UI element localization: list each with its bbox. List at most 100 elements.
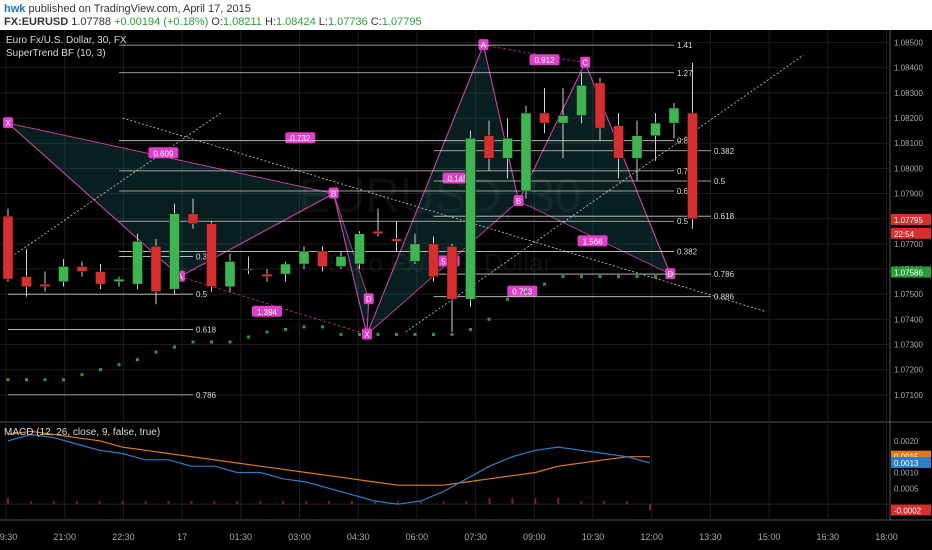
ratio-label: 0.145 bbox=[448, 174, 469, 183]
time-tick: 03:00 bbox=[288, 532, 311, 542]
macd-histogram-bar bbox=[557, 497, 560, 505]
pattern-point-bg bbox=[513, 195, 524, 207]
ratio-label-bg bbox=[148, 147, 179, 159]
fib-label: 0.382 bbox=[677, 247, 698, 256]
supertrend-dot bbox=[43, 378, 47, 382]
macd-histogram-bar bbox=[534, 497, 537, 505]
quote-line: FX:EURUSD 1.07788 +0.00194 (+0.18%) O:1.… bbox=[4, 16, 422, 28]
price-tick: 1.08300 bbox=[894, 89, 923, 98]
supertrend-dot bbox=[99, 368, 102, 372]
fib-label: 0.618 bbox=[714, 212, 735, 221]
ratio-label: 1.566 bbox=[583, 237, 604, 246]
supertrend-dot bbox=[413, 332, 417, 336]
pattern-point-bg bbox=[665, 268, 676, 280]
candle-body bbox=[354, 233, 365, 265]
pattern-point-label: B bbox=[516, 197, 521, 206]
macd-tick: 0.0010 bbox=[894, 469, 919, 478]
candle-body bbox=[280, 263, 291, 275]
macd-signal-line bbox=[7, 430, 650, 486]
macd-tick: 0.0005 bbox=[894, 484, 919, 493]
price-tick: 1.07500 bbox=[894, 290, 923, 299]
macd-histogram-bar bbox=[236, 501, 239, 505]
macd-histogram-bar bbox=[98, 501, 101, 505]
ratio-label-bg bbox=[529, 54, 560, 66]
macd-histogram-bar bbox=[442, 501, 445, 505]
candle-body bbox=[428, 243, 439, 277]
symbol-name[interactable]: FX:EURUSD bbox=[4, 16, 69, 28]
pattern-point-label: D bbox=[667, 270, 673, 279]
macd-pane bbox=[0, 430, 890, 511]
pattern2-xb bbox=[366, 200, 519, 335]
candle-body bbox=[76, 266, 88, 272]
price-tick: 1.07300 bbox=[894, 341, 923, 350]
chart-canvas[interactable]: EURUSD, 30Euro Fx/U.S. Dollar XABCDXABCD… bbox=[0, 30, 932, 550]
ratio-label: 0.732 bbox=[290, 134, 311, 143]
candle-body bbox=[372, 231, 384, 235]
macd-histogram-bar bbox=[190, 501, 193, 505]
macd-histogram-bar bbox=[649, 504, 651, 511]
high-value: 1.08424 bbox=[275, 16, 316, 28]
candle-body bbox=[169, 213, 180, 290]
supertrend-legend[interactable]: SuperTrend BF (10, 3) bbox=[6, 48, 106, 59]
fib-label: 1.27 bbox=[677, 69, 693, 78]
candle-body bbox=[58, 266, 69, 282]
pattern-point-bg bbox=[328, 187, 339, 199]
macd-histogram-bar bbox=[465, 501, 468, 505]
supertrend-dot bbox=[506, 297, 509, 301]
macd-label-bg bbox=[891, 504, 931, 516]
time-tick: 17 bbox=[177, 532, 187, 542]
close-label: C: bbox=[370, 16, 382, 28]
axes: 1.08500 1.08400 1.08300 1.08200 1.08100 1.080… bbox=[0, 39, 931, 542]
publish-header: hwk published on TradingView.com, April … bbox=[0, 0, 932, 30]
last-price: 1.07788 bbox=[71, 16, 111, 28]
supertrend-dot bbox=[154, 350, 158, 354]
macd-histogram-bar bbox=[29, 501, 32, 505]
macd-line bbox=[7, 433, 651, 505]
macd-label: -0.0002 bbox=[894, 507, 922, 516]
supertrend-dot bbox=[228, 340, 232, 344]
candle-body bbox=[224, 261, 236, 287]
candles bbox=[2, 62, 698, 332]
time-tick: 01:30 bbox=[230, 532, 253, 542]
supertrend-dot bbox=[302, 325, 306, 329]
supertrend-dot bbox=[635, 275, 639, 279]
candle-body bbox=[613, 125, 624, 159]
pattern-point-bg bbox=[363, 293, 374, 305]
fib-levels: 1.41 1.27 0.886 0.382 0.786 0.5 0.618 0.618 0.5 0… bbox=[8, 41, 735, 400]
author-name[interactable]: hwk bbox=[4, 3, 26, 15]
pattern-point-label: A bbox=[481, 41, 487, 50]
macd-histogram-bar bbox=[511, 497, 514, 505]
symbol-legend[interactable]: Euro Fx/U.S. Dollar, 30, FX bbox=[6, 35, 127, 46]
supertrend-dot bbox=[321, 325, 324, 329]
pattern2-ac bbox=[483, 44, 586, 64]
trend-line bbox=[122, 117, 767, 313]
close-value: 1.07795 bbox=[381, 16, 422, 28]
supertrend-dot bbox=[487, 317, 491, 321]
pattern-point-bg bbox=[3, 117, 13, 129]
supertrend-dot bbox=[432, 332, 435, 336]
macd-legend[interactable]: MACD (12, 26, close, 9, false, true) bbox=[4, 427, 161, 438]
supertrend-dot bbox=[358, 332, 361, 336]
supertrend-dot bbox=[6, 378, 10, 382]
macd-histogram-bar bbox=[259, 501, 262, 505]
time-tick: 12:00 bbox=[640, 532, 663, 542]
candle-body bbox=[539, 112, 550, 124]
supertrend-dot bbox=[173, 345, 176, 349]
candle-body bbox=[594, 82, 606, 129]
candle-body bbox=[150, 246, 162, 292]
ratio-label-bg bbox=[577, 235, 608, 247]
price-label: 1.07586 bbox=[894, 269, 923, 278]
macd-histogram-bar bbox=[144, 501, 147, 505]
price-label: 1.07795 bbox=[894, 216, 923, 225]
supertrend-dot bbox=[376, 332, 380, 336]
price-tick: 1.08400 bbox=[894, 64, 923, 73]
price-label-bg bbox=[891, 213, 931, 225]
candle-body bbox=[668, 107, 680, 124]
price-tick: 1.08500 bbox=[894, 39, 923, 48]
macd-tick: 0.0020 bbox=[894, 437, 919, 446]
candle-body bbox=[243, 268, 254, 271]
price-change: +0.00194 (+0.18%) bbox=[114, 16, 209, 28]
supertrend-dot bbox=[524, 290, 528, 294]
supertrend-dots bbox=[6, 275, 657, 382]
macd-histogram-bar bbox=[167, 501, 170, 505]
